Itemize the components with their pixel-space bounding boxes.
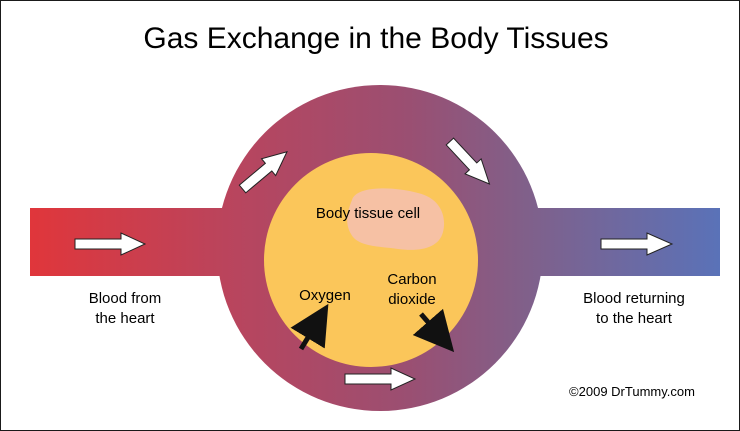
blood-from-heart-label-line1: Blood from xyxy=(89,290,162,307)
body-tissue-cell xyxy=(264,153,478,367)
oxygen-arrow xyxy=(290,303,329,351)
flow-arrow-upper-left xyxy=(238,150,288,194)
flow-arrow-bottom xyxy=(344,367,417,391)
cell-nucleus xyxy=(347,188,445,250)
copyright-text: ©2009 DrTummy.com xyxy=(569,384,695,399)
blood-returning-label-line1: Blood returning xyxy=(583,290,685,307)
carbon-dioxide-label-line1: Carbon xyxy=(387,271,436,288)
flow-arrow-left xyxy=(74,232,147,256)
blood-returning-label-line2: to the heart xyxy=(596,310,673,327)
carbon-dioxide-arrow xyxy=(412,308,455,353)
blood-from-heart-label-line2: the heart xyxy=(95,310,155,327)
flow-arrow-upper-right xyxy=(445,137,491,185)
cell-label: Body tissue cell xyxy=(316,205,420,222)
carbon-dioxide-label-line2: dioxide xyxy=(388,291,436,308)
oxygen-label: Oxygen xyxy=(299,287,351,304)
flow-arrow-right xyxy=(600,232,674,256)
page-title: Gas Exchange in the Body Tissues xyxy=(143,22,608,55)
